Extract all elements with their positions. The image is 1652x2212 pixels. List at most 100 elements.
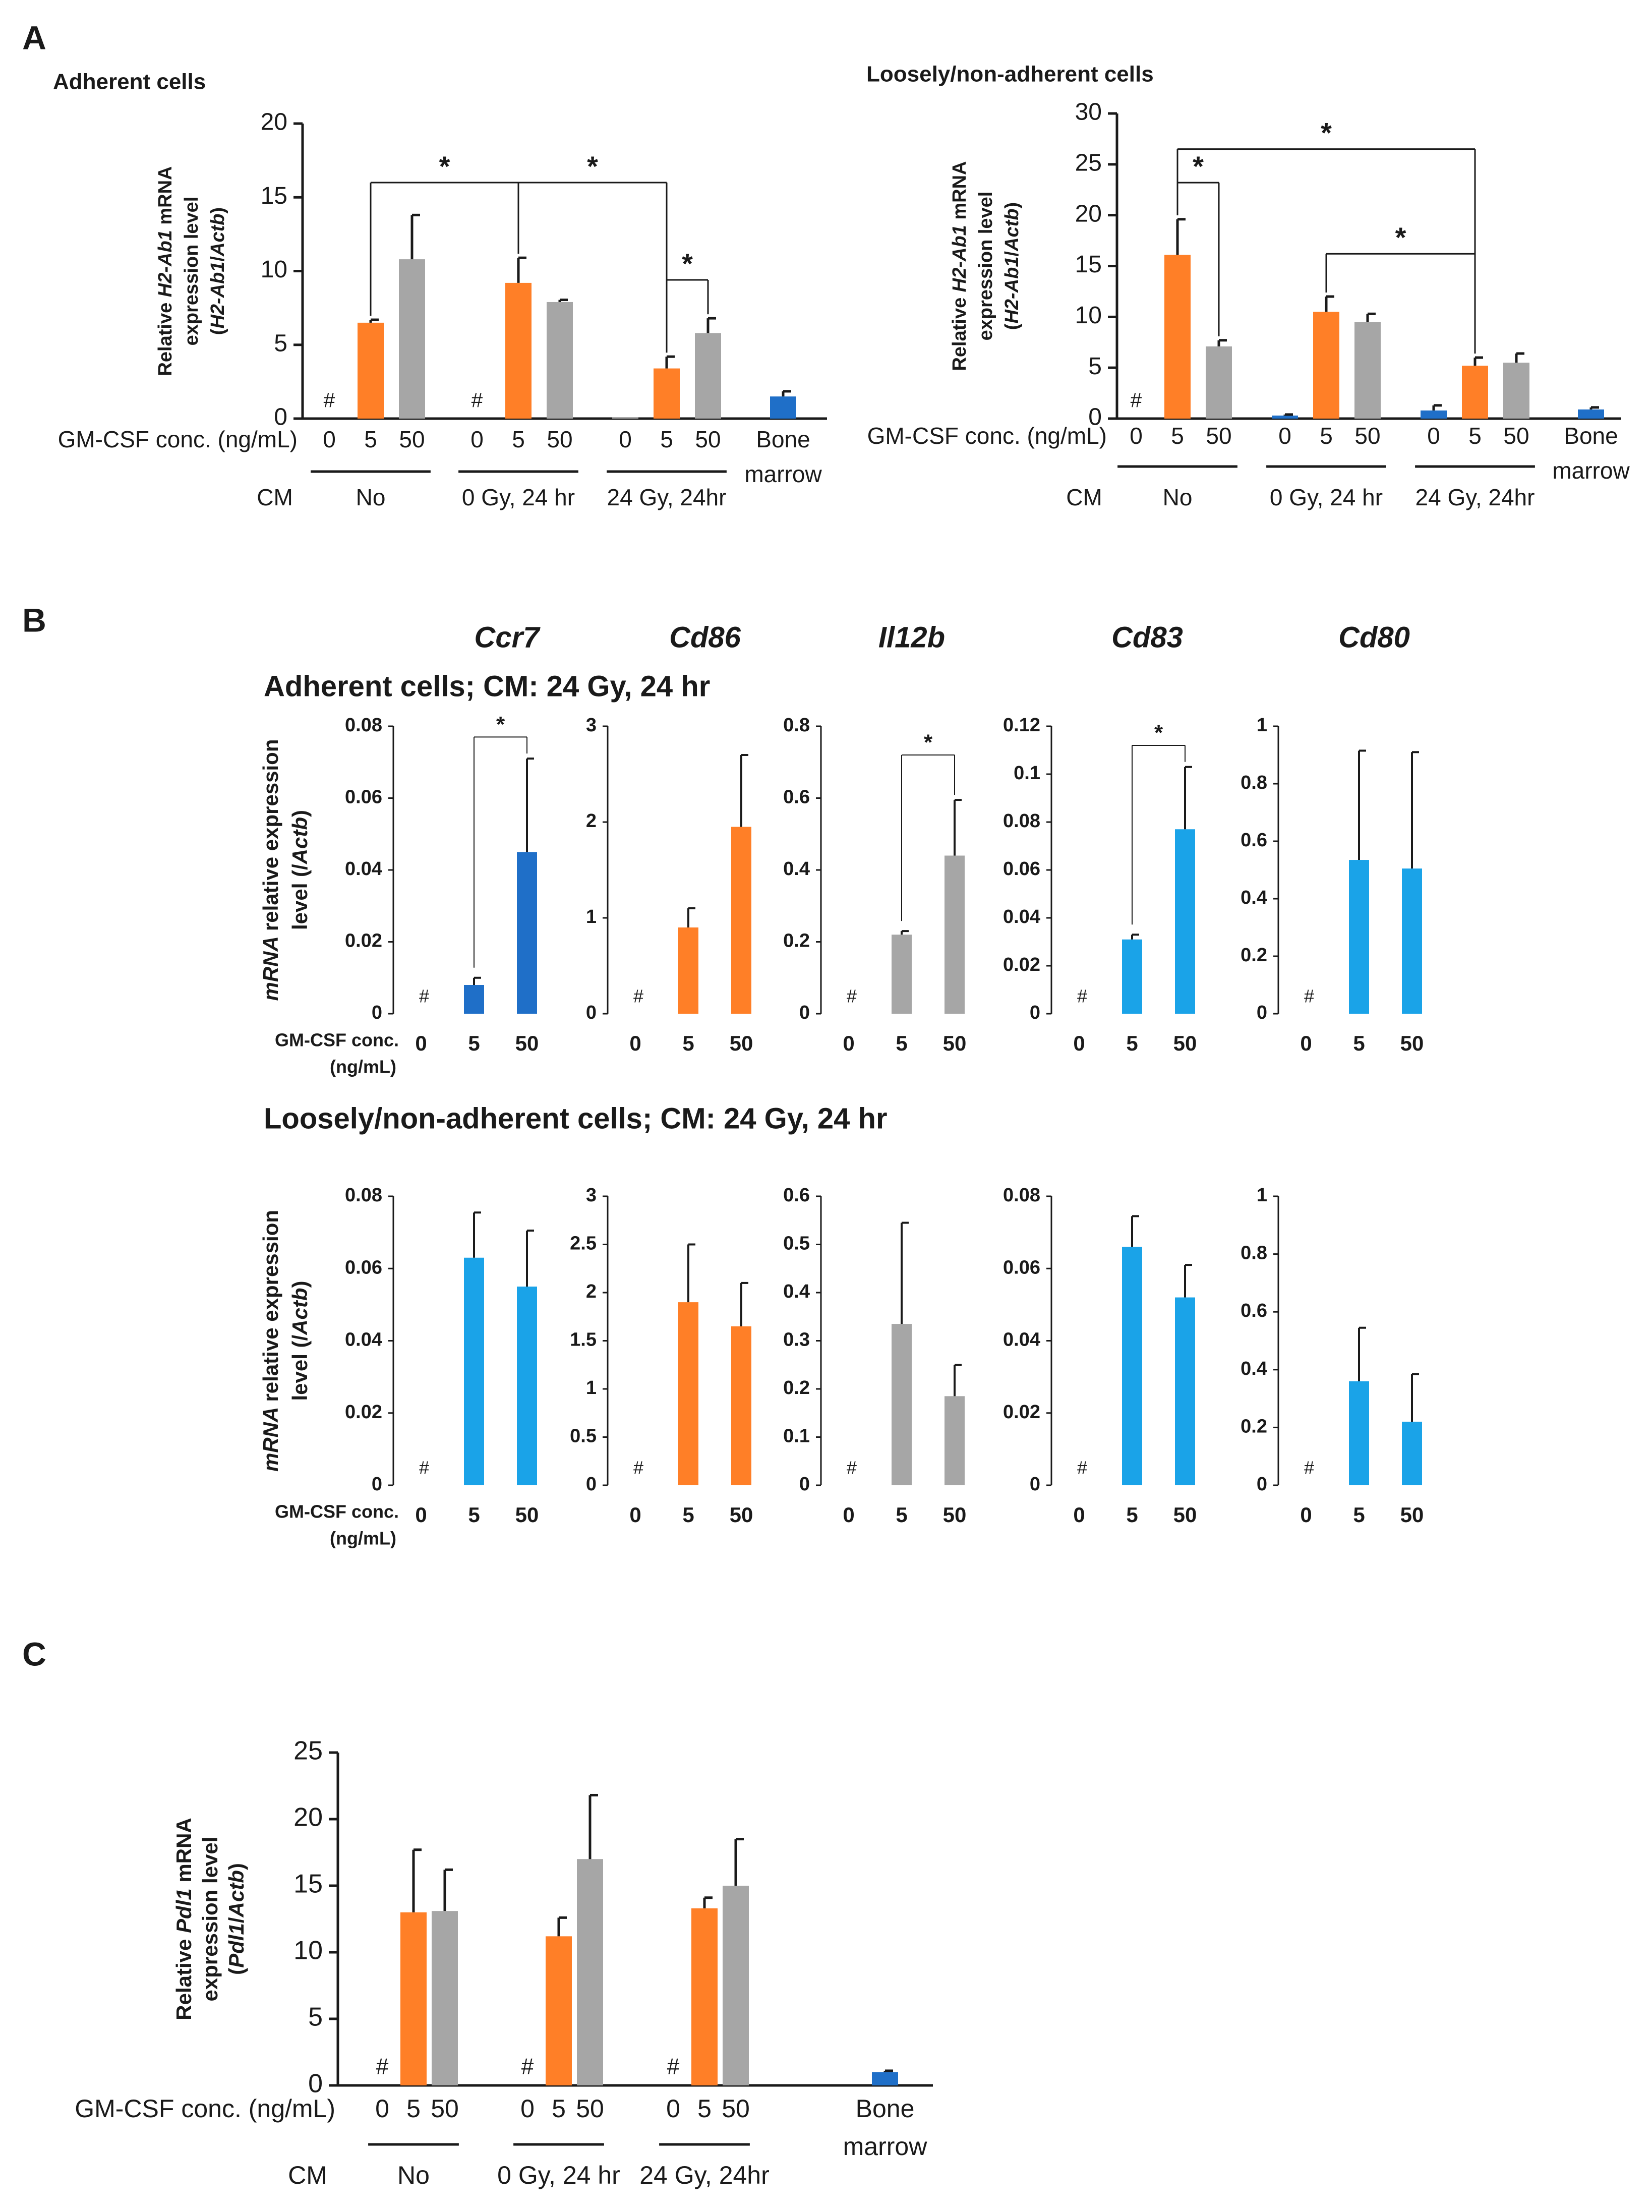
label-span: Relative	[949, 292, 970, 371]
panel-c-bar	[723, 1886, 749, 2085]
panel-a-left-y-tick-label: 20	[261, 109, 287, 136]
panel-a-left-x-label: 5	[660, 426, 673, 452]
panel-b-1-cd80-y-tick-label: 0.2	[1241, 945, 1267, 966]
label-span: (	[207, 328, 228, 335]
panel-a-left-cm-label: CM	[257, 484, 293, 510]
panel-b-1-cd83-bar	[1175, 829, 1195, 1014]
panel-a-right-y-label: (H2-Ab1/Actb)	[1001, 202, 1023, 330]
panel-a-right-bar	[1354, 322, 1381, 419]
panel-a-left-marker: #	[471, 388, 483, 412]
panel-c-x-label: 0	[520, 2094, 535, 2123]
panel-b-1-cd86-marker: #	[633, 986, 643, 1007]
panel-b-y-label: level (/Actb)	[288, 1280, 312, 1401]
panel-a-left-group-label: 24 Gy, 24hr	[607, 484, 727, 510]
label-span: /	[1001, 251, 1023, 256]
panel-a-left-marker: #	[324, 388, 335, 412]
panel-b-2-cd80-y-tick-label: 0.4	[1241, 1358, 1267, 1379]
panel-b-1-il12b-x-label: 5	[896, 1031, 907, 1055]
panel-b-2-cd83-x-label: 50	[1173, 1503, 1197, 1527]
panel-b-2-ccr7-x-label: 50	[515, 1503, 539, 1527]
label-span: H2-Ab1	[1001, 256, 1023, 323]
panel-a-right-y-tick-label: 25	[1075, 150, 1102, 177]
panel-b-2-cd80-y-tick-label: 0.8	[1241, 1243, 1267, 1264]
panel-b-2-cd86-bar	[678, 1302, 698, 1485]
panel-b-1-il12b-y-tick-label: 0.2	[783, 930, 810, 952]
panel-b-y-label: mRNA relative expression	[259, 1210, 282, 1472]
panel-b-1-cd83-y-tick-label: 0	[1030, 1002, 1040, 1023]
label-span: )	[207, 207, 228, 214]
panel-a-left-x-label: 5	[512, 426, 525, 452]
panel-b-2-il12b-x-label: 0	[843, 1503, 854, 1527]
panel-a-left-bar	[770, 396, 796, 419]
panel-b-1-il12b-x-label: 0	[843, 1031, 854, 1055]
panel-b-2-il12b-y-tick-label: 0.4	[783, 1281, 810, 1302]
panel-b-2-cd83-bar	[1175, 1297, 1195, 1485]
label-span: expression level	[975, 192, 996, 341]
panel-b-2-cd83-y-tick-label: 0	[1030, 1474, 1040, 1495]
panel-b-x-label: GM-CSF conc.	[275, 1030, 399, 1051]
panel-b-2-il12b-chart: 0 0.1 0.2 0.3 0.4 0.5 0.6 #0 5 50	[783, 1185, 966, 1527]
panel-b-1-ccr7-bar	[464, 985, 484, 1014]
panel-b-2-il12b-x-label: 50	[943, 1503, 967, 1527]
panel-a-left-x-label: marrow	[744, 461, 822, 487]
panel-b-1-cd80-bar	[1349, 860, 1369, 1014]
panel-a-right-x-label: 5	[1468, 423, 1482, 449]
panel-a-left-conc-label: GM-CSF conc. (ng/mL)	[58, 426, 298, 452]
panel-b-1-cd86-x-label: 5	[682, 1031, 694, 1055]
label-span: /	[207, 256, 228, 261]
panel-c-x-label: 50	[431, 2094, 459, 2123]
panel-a-right-x-label: 0	[1427, 423, 1440, 449]
panel-b-1-cd83-chart: 0 0.02 0.04 0.06 0.08 0.1 0.12 #0 5 50 *	[1003, 715, 1197, 1055]
panel-b-2-il12b-y-tick-label: 0.5	[783, 1233, 810, 1254]
panel-c-x-label: 5	[406, 2094, 421, 2123]
panel-b-1-cd83-x-label: 0	[1073, 1031, 1085, 1055]
panel-b-1-ccr7-chart: 0 0.02 0.04 0.06 0.08 #0 5 50 *	[345, 712, 539, 1055]
panel-a-left-y-label: Relative H2-Ab1 mRNA	[155, 166, 176, 376]
panel-a-right-x-label: 50	[1354, 423, 1380, 449]
panel-c-y-tick-label: 20	[293, 1803, 323, 1832]
panel-b-1-il12b-y-tick-label: 0.4	[783, 858, 810, 880]
panel-b-1-cd80-x-label: 50	[1400, 1031, 1424, 1055]
panel-c-group-label: No	[397, 2161, 430, 2189]
label-span: Relative	[155, 297, 176, 376]
panel-b-x-label: (ng/mL)	[330, 1528, 396, 1549]
panel-b-1-ccr7-y-tick-label: 0.02	[345, 930, 382, 952]
panel-b-1-cd80-y-tick-label: 0.8	[1241, 772, 1267, 793]
panel-label-c: C	[22, 1635, 46, 1672]
panel-b-1-ccr7-marker: #	[419, 986, 429, 1007]
panel-a-right-marker: #	[1131, 388, 1142, 412]
label-span: Relative	[172, 1933, 196, 2020]
panel-a-left-x-label: 0	[619, 426, 632, 452]
panel-c-y-tick-label: 15	[293, 1870, 323, 1899]
panel-b-2-il12b-bar	[945, 1396, 965, 1485]
label-span: /	[224, 1917, 248, 1923]
panel-a-left-y-tick-label: 10	[261, 256, 287, 283]
label-span: mRNA	[155, 166, 176, 230]
panel-c-x-label: 0	[666, 2094, 680, 2123]
panel-c-x-label: 5	[697, 2094, 712, 2123]
panel-b-1-cd83-x-label: 50	[1173, 1031, 1197, 1055]
panel-b-2-cd80-x-label: 5	[1353, 1503, 1365, 1527]
label-span: expression level	[181, 197, 202, 346]
panel-c-conc-label: GM-CSF conc. (ng/mL)	[75, 2094, 335, 2123]
panel-b-2-cd80-y-tick-label: 1	[1257, 1185, 1267, 1206]
gene-header: Ccr7	[475, 621, 541, 654]
panel-b-2-cd80-x-label: 0	[1300, 1503, 1312, 1527]
panel-a-right-y-tick-label: 5	[1088, 353, 1102, 380]
panel-b-1-il12b-y-tick-label: 0.6	[783, 787, 810, 808]
label-span: mRNA	[259, 1402, 282, 1472]
panel-a-left-bar	[358, 322, 384, 419]
panel-b-1-ccr7-x-label: 50	[515, 1031, 539, 1055]
panel-b-1-il12b-bar	[892, 935, 912, 1014]
panel-b-2-cd86-y-tick-label: 0.5	[570, 1426, 597, 1447]
panel-c-x-label: 5	[552, 2094, 566, 2123]
panel-c-y-tick-label: 0	[308, 2069, 323, 2099]
panel-c-y-tick-label: 25	[293, 1736, 323, 1766]
panel-b-1-ccr7-y-tick-label: 0	[372, 1002, 382, 1023]
panel-c-bar	[546, 1936, 572, 2085]
label-span: )	[288, 810, 312, 817]
panel-a-left-x-label: 50	[695, 426, 721, 452]
panel-b-1-cd80-chart: 0 0.2 0.4 0.6 0.8 1 #0 5 50	[1241, 715, 1424, 1055]
panel-b-2-ccr7-chart: 0 0.02 0.04 0.06 0.08 #0 5 50	[345, 1185, 539, 1527]
